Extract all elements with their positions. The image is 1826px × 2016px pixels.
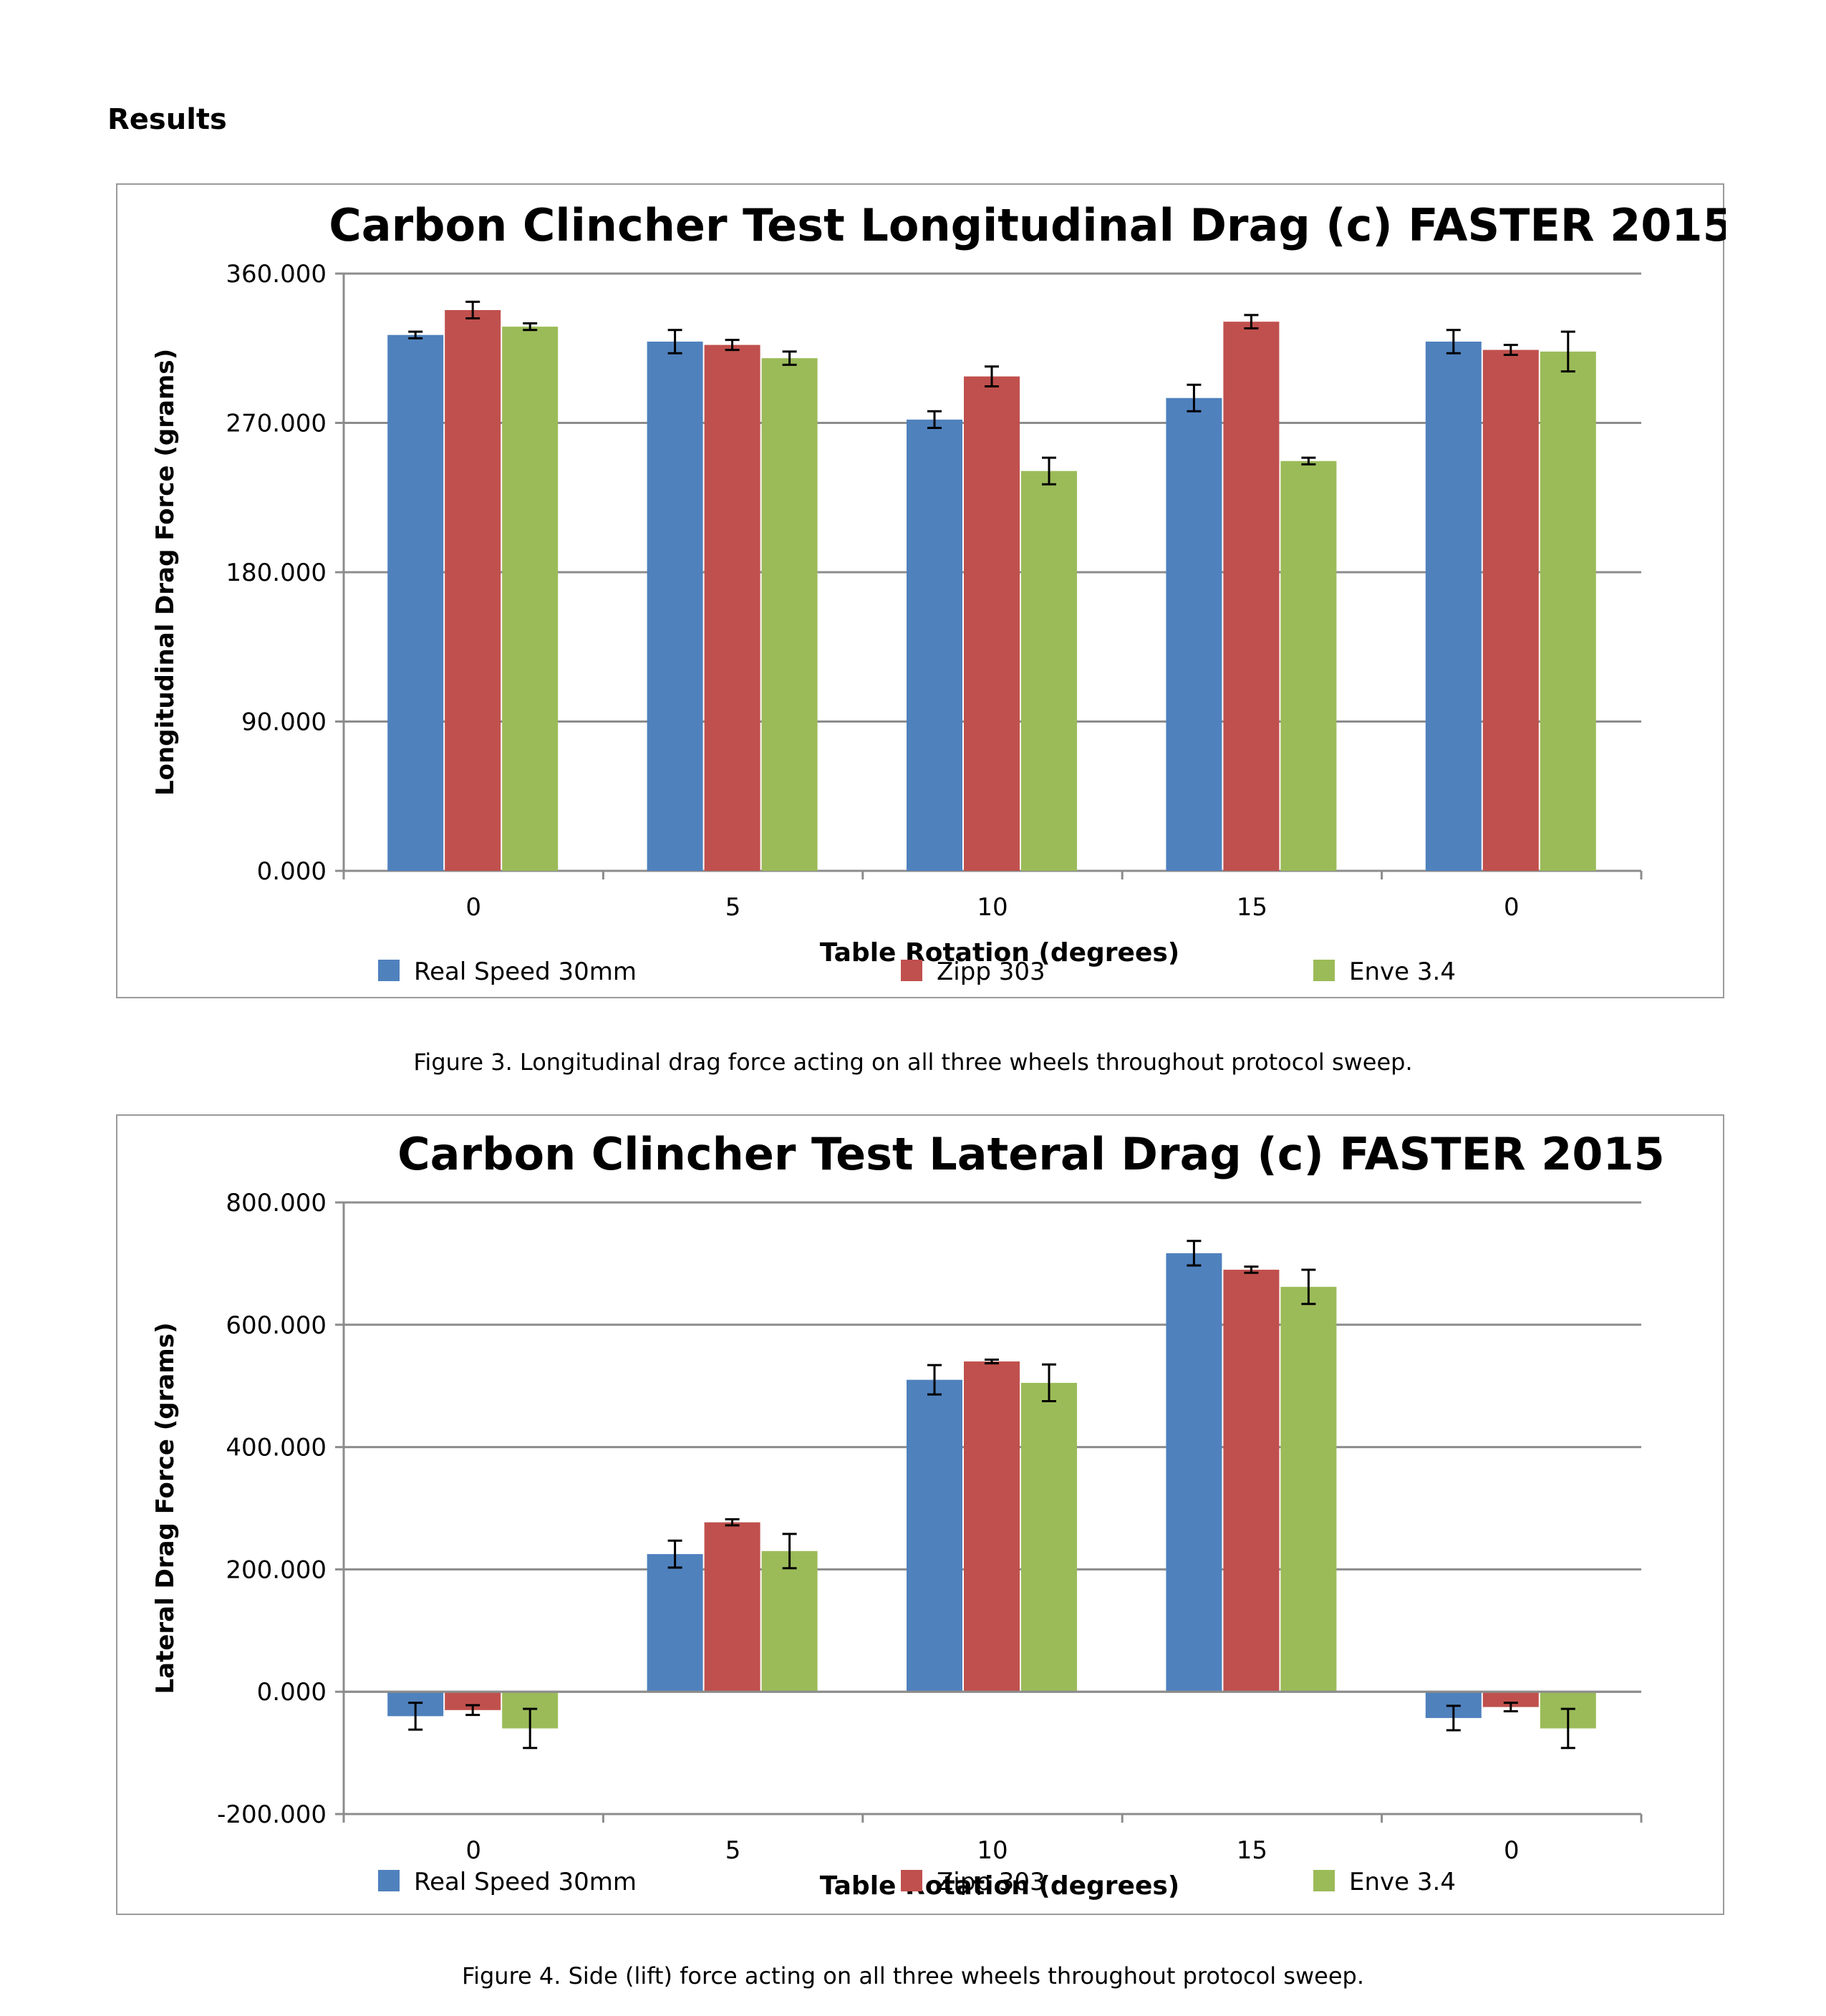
bar (1166, 1253, 1222, 1692)
y-tick-label: -200.000 (217, 1800, 327, 1829)
x-tick-label: 5 (725, 1836, 741, 1865)
bar (907, 1379, 962, 1692)
legend-label: Real Speed 30mm (414, 1868, 637, 1896)
bar (1482, 349, 1539, 871)
y-tick-label: 0.000 (257, 857, 327, 886)
bar (1021, 471, 1077, 871)
y-tick-label: 180.000 (226, 559, 327, 587)
legend-label: Enve 3.4 (1349, 1868, 1456, 1896)
bar (761, 1550, 818, 1692)
bar (964, 1361, 1020, 1692)
y-tick-label: 600.000 (226, 1311, 327, 1340)
x-tick-label: 15 (1237, 1836, 1267, 1865)
legend-swatch (901, 960, 922, 981)
bar (1021, 1382, 1077, 1692)
y-tick-label: 90.000 (241, 708, 327, 737)
bar (1425, 341, 1482, 871)
bar (1223, 322, 1280, 871)
y-axis-label: Lateral Drag Force (grams) (151, 1322, 180, 1694)
bar (445, 309, 501, 871)
bar (704, 344, 760, 871)
x-axis-label: Table Rotation (degrees) (820, 938, 1180, 968)
y-tick-label: 270.000 (226, 410, 327, 438)
y-tick-label: 0.000 (257, 1678, 327, 1707)
legend-swatch (1313, 960, 1335, 981)
x-tick-label: 5 (725, 893, 741, 922)
bar (1280, 460, 1337, 871)
legend-label: Zipp 303 (937, 958, 1045, 986)
x-tick-label: 15 (1237, 893, 1267, 922)
longitudinal-drag-chart-svg: Carbon Clincher Test Longitudinal Drag (… (151, 199, 1726, 986)
bar (1280, 1286, 1337, 1692)
bar (1166, 397, 1222, 871)
bar (1223, 1269, 1280, 1692)
chart-title: Carbon Clincher Test Lateral Drag (c) FA… (397, 1128, 1665, 1180)
lateral-drag-chart-svg: Carbon Clincher Test Lateral Drag (c) FA… (151, 1128, 1665, 1901)
y-axis-label: Longitudinal Drag Force (grams) (151, 349, 180, 796)
x-axis-label: Table Rotation (degrees) (820, 1871, 1180, 1901)
figure-3-caption: Figure 3. Longitudinal drag force acting… (413, 1048, 1413, 1076)
figure-4-caption: Figure 4. Side (lift) force acting on al… (462, 1962, 1364, 1990)
bar (647, 1554, 703, 1692)
legend-swatch (378, 960, 400, 981)
x-tick-label: 0 (465, 893, 481, 922)
bar (1482, 1692, 1539, 1707)
y-tick-label: 200.000 (226, 1556, 327, 1584)
x-tick-label: 0 (1504, 1836, 1520, 1865)
legend-label: Real Speed 30mm (414, 958, 637, 986)
legend-swatch (1313, 1870, 1335, 1891)
bar (761, 358, 818, 871)
lateral-drag-chart: Carbon Clincher Test Lateral Drag (c) FA… (116, 1114, 1724, 1915)
chart-title: Carbon Clincher Test Longitudinal Drag (… (329, 199, 1726, 251)
longitudinal-drag-chart: Carbon Clincher Test Longitudinal Drag (… (116, 183, 1726, 998)
y-tick-label: 400.000 (226, 1434, 327, 1462)
bar (647, 341, 703, 871)
bar (704, 1522, 760, 1692)
bar (964, 376, 1020, 871)
bar (1540, 351, 1596, 872)
y-tick-label: 360.000 (226, 260, 327, 289)
bar (502, 327, 559, 872)
legend-swatch (901, 1870, 922, 1891)
x-tick-label: 10 (977, 893, 1008, 922)
x-tick-label: 0 (465, 1836, 481, 1865)
legend-label: Enve 3.4 (1349, 958, 1456, 986)
x-tick-label: 0 (1504, 893, 1520, 922)
x-tick-label: 10 (977, 1836, 1008, 1865)
y-tick-label: 800.000 (226, 1189, 327, 1217)
bar (907, 419, 962, 871)
section-heading: Results (107, 103, 227, 136)
legend-label: Zipp 303 (937, 1868, 1045, 1896)
bar (387, 334, 444, 871)
legend-swatch (378, 1870, 400, 1891)
